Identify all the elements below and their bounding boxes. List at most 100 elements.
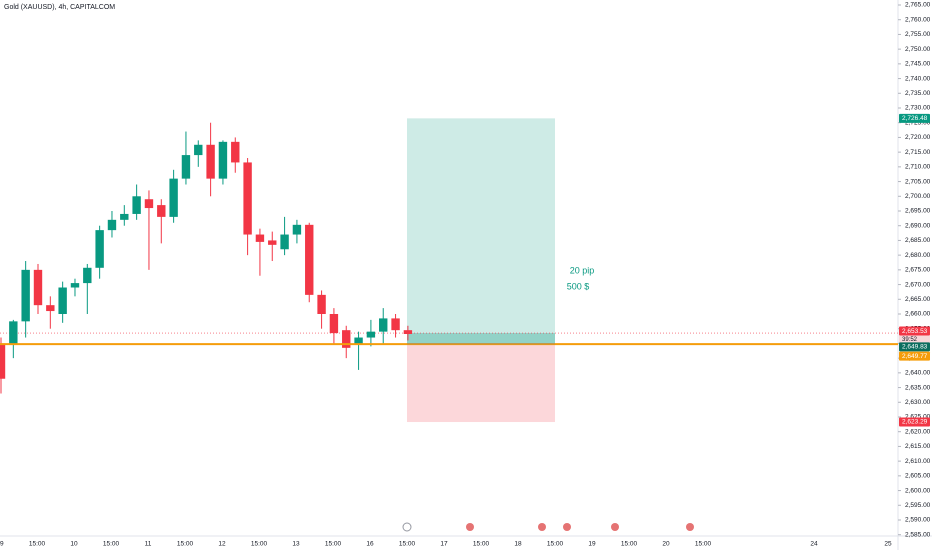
y-tick-label: 2,600.00 (905, 487, 931, 494)
x-tick-label: 15:00 (473, 541, 490, 548)
candle-body (70, 283, 80, 288)
x-tick-label: 18 (514, 541, 522, 548)
current-price-label: 2,653.53 (902, 328, 928, 335)
y-tick-label: 2,615.00 (905, 443, 931, 450)
y-tick-label: 2,725.00 (905, 119, 931, 126)
y-tick-label: 2,705.00 (905, 178, 931, 185)
chart-title: Gold (XAUUSD), 4h, CAPITALCOM (4, 4, 115, 11)
x-tick-label: 15:00 (103, 541, 120, 548)
y-tick-label: 2,710.00 (905, 164, 931, 171)
x-tick-label: 15:00 (251, 541, 268, 548)
candle-body (243, 162, 252, 235)
profit-zone (407, 118, 555, 344)
candle-body (231, 141, 240, 163)
event-icon (611, 523, 619, 531)
candle-body (33, 269, 43, 306)
x-tick-label: 9 (0, 541, 4, 548)
horizontal-line-label-bg (899, 351, 930, 361)
y-tick-label: 2,585.00 (905, 531, 931, 538)
candle-body (280, 234, 289, 250)
y-tick-label: 2,595.00 (905, 502, 931, 509)
x-tick-label: 17 (440, 541, 448, 548)
candle-body (169, 178, 178, 217)
y-tick-label: 2,635.00 (905, 384, 931, 391)
candle-body (107, 219, 117, 231)
y-tick-label: 2,665.00 (905, 296, 931, 303)
candle-body (83, 267, 92, 284)
x-tick-label: 13 (292, 541, 300, 548)
x-tick-label: 16 (366, 541, 374, 548)
x-tick-label: 19 (588, 541, 596, 548)
candle-body (268, 240, 277, 245)
candle-body (391, 318, 400, 331)
horizontal-line-label: 2,649.77 (902, 353, 928, 360)
candle-body (120, 213, 129, 220)
y-tick-label: 2,700.00 (905, 193, 931, 200)
event-icon (402, 522, 412, 532)
candle-body (317, 294, 326, 314)
position-text: 20 pip (570, 265, 595, 275)
x-tick-label: 15:00 (399, 541, 416, 548)
candle-body (379, 318, 388, 332)
x-tick-label: 15:00 (547, 541, 564, 548)
candle-body (21, 269, 30, 322)
y-tick-label: 2,695.00 (905, 208, 931, 215)
candle-body (181, 155, 191, 179)
candle-body (403, 330, 413, 335)
candle-body (0, 343, 6, 379)
x-tick-label: 15:00 (621, 541, 638, 548)
event-icon (538, 523, 546, 531)
countdown-bg (899, 335, 930, 344)
x-tick-label: 20 (662, 541, 670, 548)
candle-body (157, 205, 166, 217)
event-icon (466, 523, 474, 531)
candle-body (329, 313, 339, 334)
y-tick-label: 2,685.00 (905, 237, 931, 244)
y-tick-label: 2,625.00 (905, 414, 931, 421)
x-tick-label: 15:00 (695, 541, 712, 548)
x-tick-label: 15:00 (325, 541, 342, 548)
candle-body (255, 234, 265, 242)
x-tick-label: 11 (145, 541, 152, 548)
x-tick-label: 15:00 (177, 541, 194, 548)
candle-body (58, 287, 67, 314)
open-pnl-zone (407, 333, 555, 344)
candle-body (305, 224, 314, 295)
y-tick-label: 2,630.00 (905, 399, 931, 406)
loss-zone (407, 343, 555, 423)
event-icon (686, 523, 694, 531)
candle-body (9, 321, 18, 345)
event-icon (563, 523, 571, 531)
candle-body (354, 337, 363, 345)
x-tick-label: 12 (218, 541, 226, 548)
take-profit-label: 2,726.48 (902, 115, 928, 122)
y-tick-label: 2,690.00 (905, 222, 931, 229)
y-tick-label: 2,740.00 (905, 75, 931, 82)
candle-body (144, 199, 154, 209)
current-price-label-bg (899, 326, 930, 336)
y-tick-label: 2,715.00 (905, 149, 931, 156)
candle-body (194, 144, 203, 156)
position-text: 500 $ (567, 281, 590, 291)
y-tick-label: 2,720.00 (905, 134, 931, 141)
y-tick-label: 2,675.00 (905, 267, 931, 274)
candle-body (46, 305, 55, 312)
y-tick-label: 2,620.00 (905, 428, 931, 435)
candle-body (132, 196, 141, 214)
stop-loss-label: 2,623.29 (902, 419, 928, 426)
take-profit-label-bg (899, 113, 930, 123)
candle-body (218, 141, 228, 179)
y-tick-label: 2,735.00 (905, 90, 931, 97)
y-tick-label: 2,610.00 (905, 458, 931, 465)
countdown: 39:52 (902, 337, 918, 343)
candle-body (342, 330, 351, 348)
y-tick-label: 2,745.00 (905, 61, 931, 68)
x-tick-label: 24 (810, 541, 818, 548)
y-tick-label: 2,670.00 (905, 281, 931, 288)
candle-body (366, 331, 376, 338)
y-tick-label: 2,765.00 (905, 2, 931, 9)
y-tick-label: 2,605.00 (905, 473, 931, 480)
y-tick-label: 2,590.00 (905, 517, 931, 524)
